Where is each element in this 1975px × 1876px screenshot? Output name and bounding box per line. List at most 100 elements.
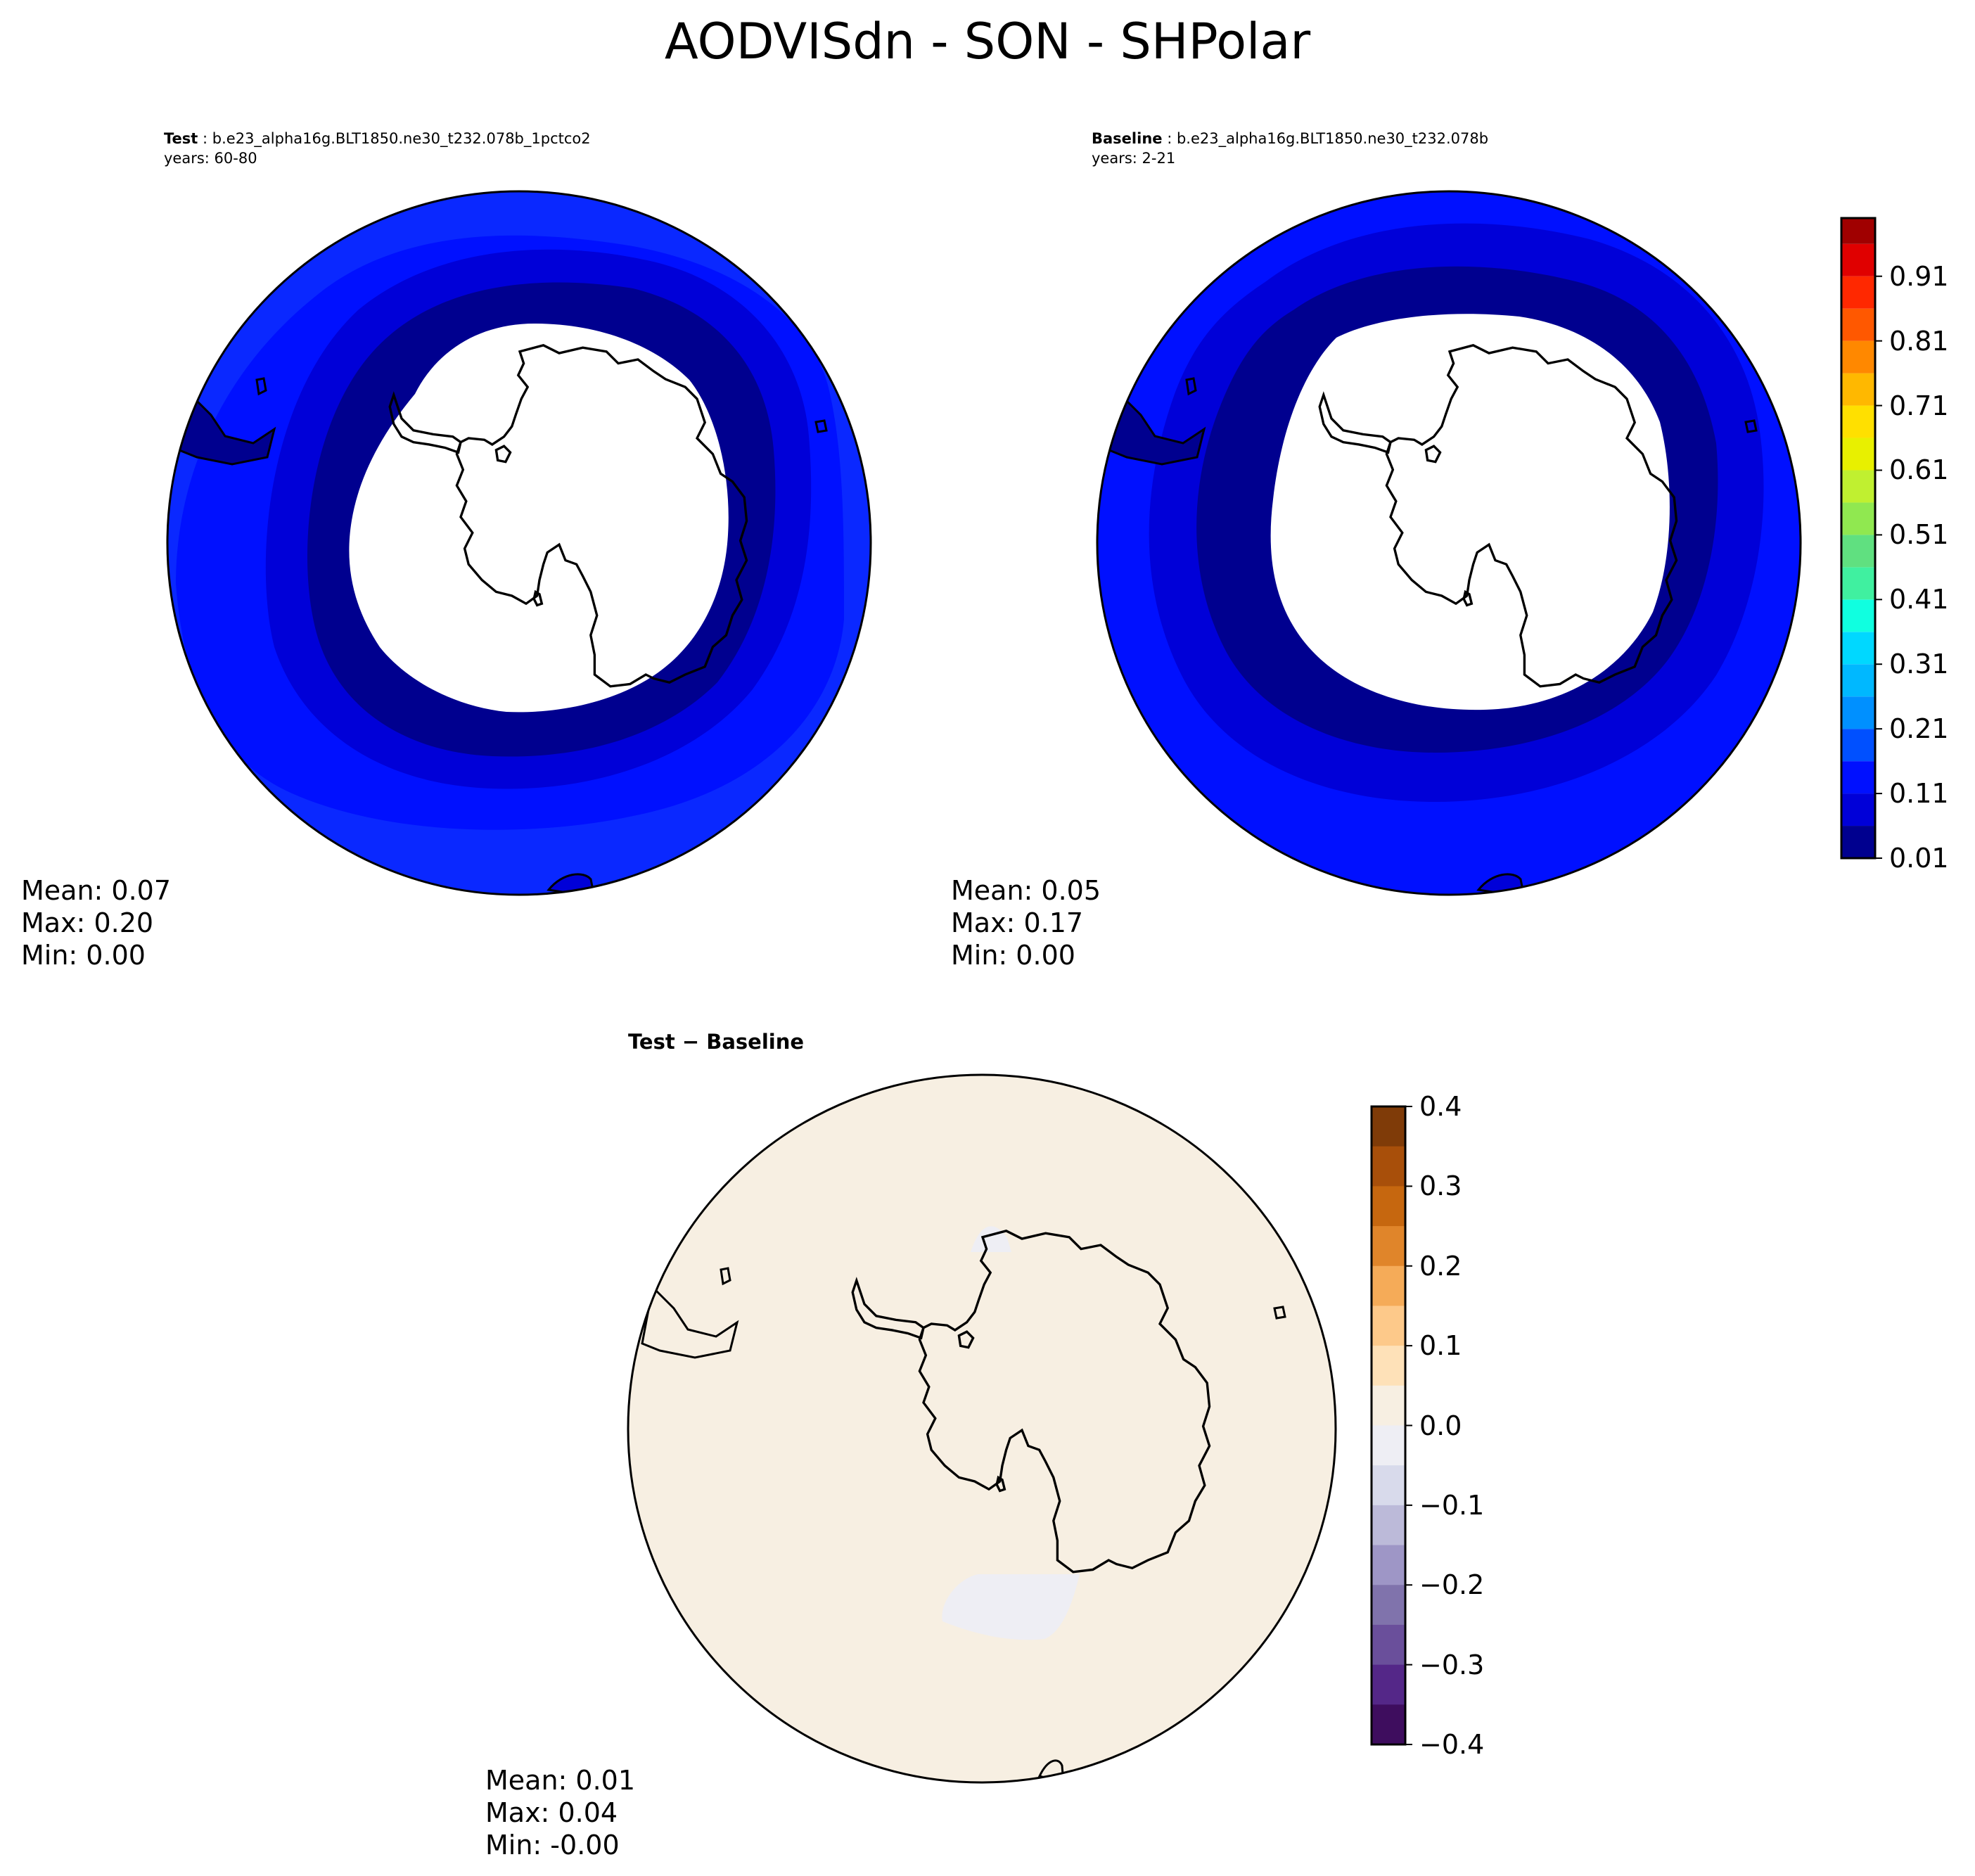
diff-colorbar-swatch xyxy=(1372,1306,1405,1346)
baseline-max: Max: 0.17 xyxy=(951,907,1084,938)
figure-title: AODVISdn - SON - SHPolar xyxy=(664,13,1311,70)
baseline-header: Baseline : b.e23_alpha16g.BLT1850.ne30_t… xyxy=(1092,129,1488,168)
main-colorbar-swatch xyxy=(1841,599,1875,632)
diff-colorbar-tick-label: −0.3 xyxy=(1419,1649,1485,1680)
diff-colorbar-tick-label: 0.2 xyxy=(1419,1250,1462,1282)
diff-colorbar xyxy=(1370,1105,1412,1746)
baseline-label: Baseline xyxy=(1092,130,1163,147)
diff-colorbar-swatch xyxy=(1372,1385,1405,1426)
main-colorbar-tick-label: 0.11 xyxy=(1889,778,1949,810)
diff-island-west xyxy=(720,1267,731,1286)
main-colorbar-tick-label: 0.01 xyxy=(1889,843,1949,874)
main-colorbar-swatch xyxy=(1841,373,1875,406)
test-header: Test : b.e23_alpha16g.BLT1850.ne30_t232.… xyxy=(164,129,591,168)
main-colorbar-swatch xyxy=(1841,438,1875,471)
diff-map xyxy=(628,1075,1336,1782)
diff-colorbar-swatch xyxy=(1372,1265,1405,1306)
baseline-stats: Mean: 0.05 Max: 0.17 Min: 0.00 xyxy=(951,874,1101,971)
diff-colorbar-swatch xyxy=(1372,1106,1405,1147)
baseline-case-name: b.e23_alpha16g.BLT1850.ne30_t232.078b xyxy=(1176,130,1489,147)
test-south-america-coast xyxy=(178,391,276,466)
main-colorbar-swatch xyxy=(1841,826,1875,858)
main-colorbar-swatch xyxy=(1841,502,1875,535)
baseline-mean: Mean: 0.05 xyxy=(951,875,1101,906)
baseline-years: years: 2-21 xyxy=(1092,150,1176,167)
diff-min: Min: -0.00 xyxy=(485,1830,620,1861)
diff-bottom-coast xyxy=(1037,1759,1065,1782)
main-colorbar-swatch xyxy=(1841,729,1875,762)
test-mean: Mean: 0.07 xyxy=(21,875,172,906)
diff-colorbar-swatch xyxy=(1372,1585,1405,1626)
main-colorbar-tick-label: 0.51 xyxy=(1889,519,1949,551)
diff-colorbar-swatch xyxy=(1372,1186,1405,1227)
diff-negative-region-south xyxy=(942,1574,1080,1640)
diff-south-america-coast xyxy=(641,1284,739,1359)
baseline-case-separator: : xyxy=(1167,130,1177,147)
diff-header: Test − Baseline xyxy=(628,1030,805,1054)
main-colorbar-tick-label: 0.61 xyxy=(1889,454,1949,486)
main-colorbar-swatch xyxy=(1841,535,1875,568)
diff-colorbar-tick-label: −0.1 xyxy=(1419,1489,1485,1521)
main-colorbar-swatch xyxy=(1841,470,1875,503)
test-max: Max: 0.20 xyxy=(21,907,154,938)
main-colorbar-swatch xyxy=(1841,218,1875,244)
diff-colorbar-tick-label: −0.2 xyxy=(1419,1569,1485,1601)
test-stats: Mean: 0.07 Max: 0.20 Min: 0.00 xyxy=(21,874,171,971)
diff-stats: Mean: 0.01 Max: 0.04 Min: -0.00 xyxy=(485,1764,635,1861)
baseline-min: Min: 0.00 xyxy=(951,940,1075,971)
main-colorbar-swatch xyxy=(1841,340,1875,374)
diff-background xyxy=(628,1075,1336,1782)
main-colorbar-tick-label: 0.91 xyxy=(1889,260,1949,292)
baseline-map xyxy=(1097,191,1801,895)
baseline-south-america-coast xyxy=(1108,391,1206,466)
diff-colorbar-tick-label: 0.4 xyxy=(1419,1091,1462,1122)
main-colorbar-swatch xyxy=(1841,567,1875,600)
test-years: years: 60-80 xyxy=(164,150,257,167)
diff-colorbar-swatch xyxy=(1372,1664,1405,1705)
diff-island-east xyxy=(1273,1306,1286,1320)
diff-colorbar-swatch xyxy=(1372,1465,1405,1506)
diff-colorbar-tick-label: 0.3 xyxy=(1419,1170,1462,1202)
main-colorbar-tick-label: 0.31 xyxy=(1889,649,1949,680)
diff-colorbar-swatch xyxy=(1372,1704,1405,1745)
main-colorbar-swatch xyxy=(1841,308,1875,341)
diff-colorbar-tick-label: −0.4 xyxy=(1419,1729,1485,1760)
main-colorbar-tick-label: 0.81 xyxy=(1889,325,1949,357)
diff-colorbar-swatch xyxy=(1372,1226,1405,1267)
diff-colorbar-swatch xyxy=(1372,1425,1405,1466)
main-colorbar-frame xyxy=(1840,217,1877,860)
test-boundary xyxy=(166,190,872,896)
diff-colorbar-swatch xyxy=(1372,1346,1405,1386)
diff-colorbar-tick-label: 0.0 xyxy=(1419,1410,1462,1441)
baseline-boundary xyxy=(1096,190,1802,896)
main-colorbar-swatch xyxy=(1841,664,1875,697)
main-colorbar-swatch xyxy=(1841,696,1875,729)
baseline-no-data-region xyxy=(1270,314,1670,710)
main-colorbar-swatch xyxy=(1841,761,1875,794)
diff-colorbar-swatch xyxy=(1372,1624,1405,1666)
test-label: Test xyxy=(164,130,198,147)
test-island-west xyxy=(255,377,267,396)
test-case-name: b.e23_alpha16g.BLT1850.ne30_t232.078b_1p… xyxy=(212,130,591,147)
main-colorbar-swatch xyxy=(1841,243,1875,276)
main-colorbar-tick-label: 0.41 xyxy=(1889,584,1949,615)
diff-colorbar-swatch xyxy=(1372,1505,1405,1546)
test-island-east xyxy=(814,419,828,433)
main-colorbar-swatch xyxy=(1841,405,1875,438)
diff-colorbar-swatch xyxy=(1372,1146,1405,1187)
test-map xyxy=(167,191,871,895)
baseline-island-east xyxy=(1744,419,1758,433)
main-colorbar-tick-label: 0.21 xyxy=(1889,713,1949,745)
diff-boundary xyxy=(627,1073,1337,1784)
diff-max: Max: 0.04 xyxy=(485,1797,618,1828)
diff-colorbar-tick-label: 0.1 xyxy=(1419,1330,1462,1362)
baseline-island-west xyxy=(1185,377,1197,396)
diff-mean: Mean: 0.01 xyxy=(485,1765,636,1796)
main-colorbar-swatch xyxy=(1841,276,1875,309)
main-colorbar-swatch xyxy=(1841,793,1875,827)
test-case-separator: : xyxy=(203,130,212,147)
main-colorbar xyxy=(1840,217,1882,860)
diff-colorbar-swatch xyxy=(1372,1545,1405,1585)
